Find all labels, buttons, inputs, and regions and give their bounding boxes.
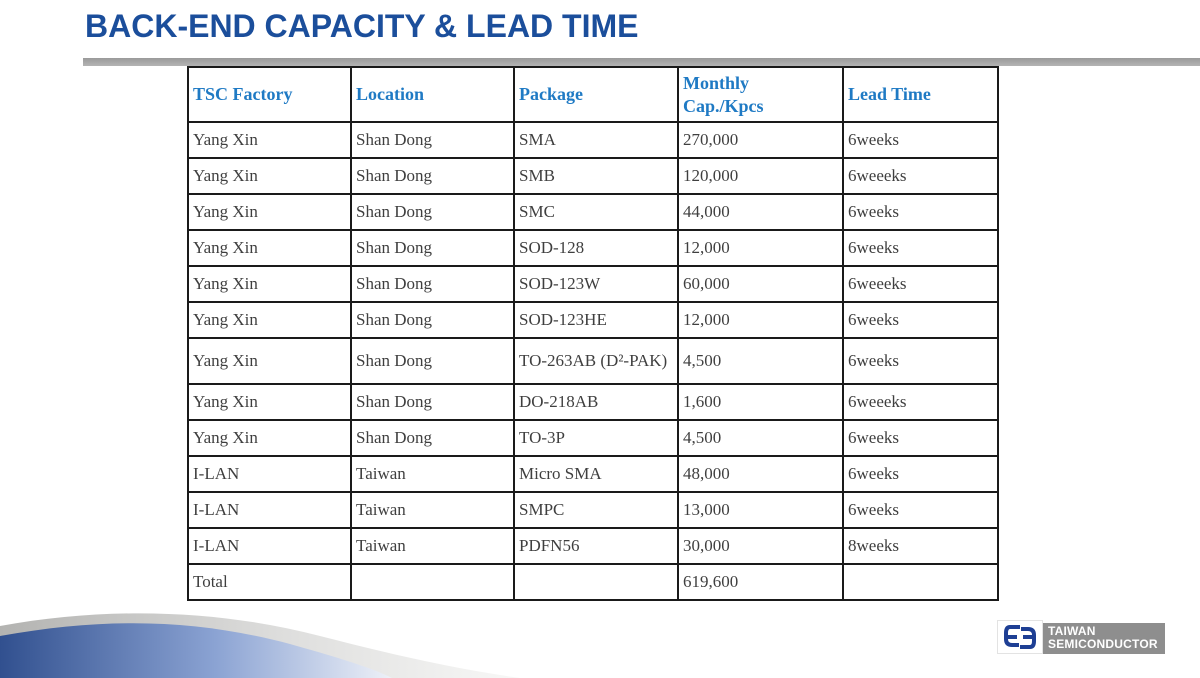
table-cell: SMB [513,157,679,195]
table-cell [842,563,999,601]
table-cell: 1,600 [677,383,844,421]
table-cell: 13,000 [677,491,844,529]
table-cell: Yang Xin [187,337,352,385]
table-cell: SOD-128 [513,229,679,267]
table-cell: Taiwan [350,491,515,529]
page-title: BACK-END CAPACITY & LEAD TIME [85,8,639,44]
table-cell: 8weeks [842,527,999,565]
swoosh-blue-wave [0,623,392,678]
swoosh-decoration [0,613,520,678]
table-cell: Shan Dong [350,229,515,267]
table-cell: Shan Dong [350,265,515,303]
table-cell: I-LAN [187,455,352,493]
table-cell: Yang Xin [187,229,352,267]
column-header: Lead Time [842,66,999,123]
table-cell: 44,000 [677,193,844,231]
table-cell: Taiwan [350,527,515,565]
table-cell: 120,000 [677,157,844,195]
title-divider [83,58,1200,66]
table-cell: Taiwan [350,455,515,493]
table-cell: Micro SMA [513,455,679,493]
capacity-table-body: Yang Xin Shan Dong SMA 270,000 6weeks Yang Xi… [187,121,999,601]
table-cell: Shan Dong [350,121,515,159]
table-cell: 270,000 [677,121,844,159]
table-row: Total 619,600 [187,563,999,601]
table-cell: Yang Xin [187,419,352,457]
table-row: I-LAN Taiwan SMPC 13,000 6weeks [187,491,999,529]
table-row: Yang Xin Shan Dong DO-218AB 1,600 6weeeks [187,383,999,421]
column-header: Location [350,66,515,123]
table-row: I-LAN Taiwan PDFN56 30,000 8weeks [187,527,999,565]
capacity-table: TSC Factory Location Package Monthly Cap./K… [187,66,999,601]
table-cell: 6weeks [842,301,999,339]
logo-brand-line1: TAIWAN [1048,624,1096,638]
table-cell: TO-263AB (D²-PAK) [513,337,679,385]
table-header-row: TSC Factory Location Package Monthly Cap./K… [187,66,999,123]
table-cell: 6weeeks [842,383,999,421]
table-cell: SMA [513,121,679,159]
table-row: I-LAN Taiwan Micro SMA 48,000 6weeks [187,455,999,493]
table-cell: Yang Xin [187,383,352,421]
table-cell: Yang Xin [187,157,352,195]
table-cell [513,563,679,601]
table-cell [350,563,515,601]
table-cell: Yang Xin [187,301,352,339]
logo-brand-line2: SEMICONDUCTOR [1048,637,1158,651]
table-cell: I-LAN [187,527,352,565]
table-cell: Yang Xin [187,193,352,231]
table-row: Yang Xin Shan Dong TO-3P 4,500 6weeks [187,419,999,457]
table-cell: 6weeeks [842,265,999,303]
logo: TAIWAN SEMICONDUCTOR [997,620,1165,654]
table-cell: 12,000 [677,229,844,267]
table-cell: TO-3P [513,419,679,457]
table-cell: Total [187,563,352,601]
table-cell: 619,600 [677,563,844,601]
table-cell: 48,000 [677,455,844,493]
table-cell: PDFN56 [513,527,679,565]
table-cell: 6weeeks [842,157,999,195]
ts-logo-icon [997,620,1043,654]
table-cell: 6weeks [842,121,999,159]
table-cell: 6weeks [842,337,999,385]
table-cell: 4,500 [677,337,844,385]
table-cell: 6weeks [842,229,999,267]
table-cell: 60,000 [677,265,844,303]
table-cell: Shan Dong [350,193,515,231]
table-cell: 30,000 [677,527,844,565]
column-header: Monthly Cap./Kpcs [677,66,844,123]
column-header: Package [513,66,679,123]
table-cell: 6weeks [842,491,999,529]
table-cell: 6weeks [842,193,999,231]
table-cell: Shan Dong [350,337,515,385]
table-row: Yang Xin Shan Dong SOD-123W 60,000 6weeeks [187,265,999,303]
table-row: Yang Xin Shan Dong SMA 270,000 6weeks [187,121,999,159]
table-row: Yang Xin Shan Dong SOD-128 12,000 6weeks [187,229,999,267]
column-header: TSC Factory [187,66,352,123]
table-cell: Shan Dong [350,419,515,457]
table-cell: Shan Dong [350,157,515,195]
table-cell: 6weeks [842,455,999,493]
table-cell: I-LAN [187,491,352,529]
table-row: Yang Xin Shan Dong SOD-123HE 12,000 6weeks [187,301,999,339]
table-cell: Shan Dong [350,301,515,339]
table-cell: 4,500 [677,419,844,457]
table-cell: Yang Xin [187,265,352,303]
table-cell: Shan Dong [350,383,515,421]
table-cell: SMPC [513,491,679,529]
table-row: Yang Xin Shan Dong SMB 120,000 6weeeks [187,157,999,195]
table-cell: DO-218AB [513,383,679,421]
table-cell: SMC [513,193,679,231]
table-cell: 12,000 [677,301,844,339]
table-row: Yang Xin Shan Dong SMC 44,000 6weeks [187,193,999,231]
table-cell: SOD-123HE [513,301,679,339]
logo-wordmark: TAIWAN SEMICONDUCTOR [1043,623,1165,654]
table-cell: 6weeks [842,419,999,457]
table-row: Yang Xin Shan Dong TO-263AB (D²-PAK) 4,500 6… [187,337,999,385]
table-cell: Yang Xin [187,121,352,159]
table-cell: SOD-123W [513,265,679,303]
